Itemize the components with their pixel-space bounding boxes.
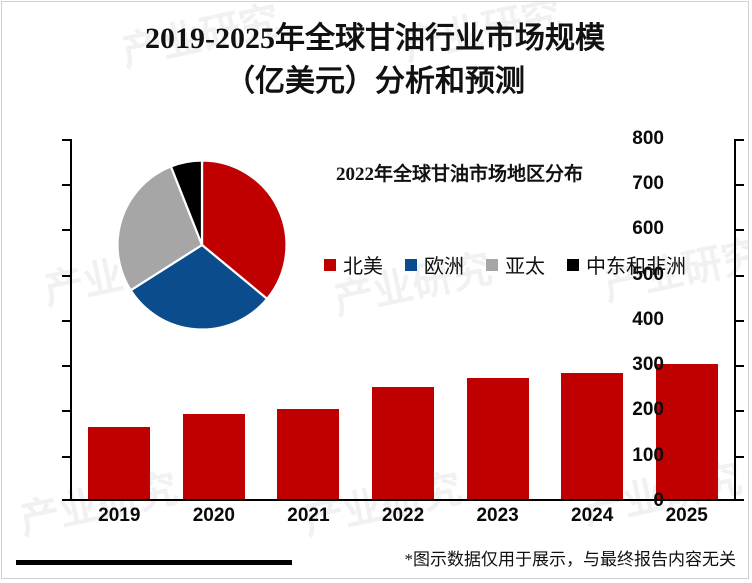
bar-slot — [545, 139, 640, 499]
y-axis-tick-right — [736, 365, 744, 367]
legend-label: 中东和非洲 — [586, 256, 686, 278]
pie-slice[interactable] — [129, 243, 269, 331]
bar-2021[interactable] — [277, 409, 340, 499]
bar-2019[interactable] — [88, 427, 151, 499]
legend-label: 欧洲 — [424, 256, 464, 278]
y-axis-tick-right — [736, 320, 744, 322]
y-axis-line-right — [734, 139, 736, 501]
y-axis-tick-label: 400 — [632, 309, 664, 330]
bar-2024[interactable] — [561, 373, 624, 499]
y-axis-tick — [62, 229, 70, 231]
bar-slot — [639, 139, 734, 499]
y-axis-tick-right — [736, 499, 744, 501]
x-axis-labels: 2019 2020 2021 2022 2023 2024 2025 — [72, 505, 734, 527]
legend-item-asia-pacific[interactable]: 亚太 — [486, 250, 545, 279]
y-axis-tick-label: 0 — [653, 490, 664, 511]
pie-chart-title: 2022年全球甘油市场地区分布 — [336, 164, 584, 185]
pie-chart-legend: 北美 欧洲 亚太 中东和非洲 — [324, 250, 686, 279]
bar-2020[interactable] — [182, 413, 245, 499]
legend-item-middle-east-africa[interactable]: 中东和非洲 — [567, 250, 686, 279]
y-axis-tick-label: 600 — [632, 218, 664, 239]
chart-title: 2019-2025年全球甘油行业市场规模 （亿美元）分析和预测 — [2, 18, 748, 103]
y-axis-tick-label: 100 — [632, 445, 664, 466]
x-axis-tick-label: 2022 — [381, 505, 425, 526]
y-axis-tick-label: 200 — [632, 399, 664, 420]
legend-label: 亚太 — [505, 256, 545, 278]
y-axis-tick-label: 700 — [632, 173, 664, 194]
y-axis-tick-right — [736, 184, 744, 186]
chart-title-line-1: 2019-2025年全球甘油行业市场规模 — [145, 22, 605, 55]
x-axis-line — [70, 499, 736, 501]
y-axis-tick-label: 300 — [632, 354, 664, 375]
legend-item-north-america[interactable]: 北美 — [324, 250, 383, 279]
bar-2025[interactable] — [655, 364, 718, 499]
x-axis-tick-label: 2020 — [192, 505, 235, 526]
y-axis-tick-right — [736, 229, 744, 231]
y-axis-tick — [62, 275, 70, 277]
y-axis-tick — [62, 320, 70, 322]
y-axis-tick-label: 800 — [632, 128, 664, 149]
x-axis-tick-label: 2021 — [287, 505, 330, 526]
y-axis-tick-right — [736, 139, 744, 141]
chart-title-line-2: （亿美元）分析和预测 — [225, 64, 525, 98]
bar-slot — [356, 139, 451, 499]
bar-2022[interactable] — [372, 386, 435, 499]
footnote-text: *图示数据仅用于展示，与最终报告内容无关 — [404, 550, 737, 569]
legend-swatch-icon — [486, 258, 498, 271]
bar-slot — [72, 139, 167, 499]
y-axis-tick-right — [736, 275, 744, 277]
bar-series — [72, 139, 734, 499]
legend-label: 北美 — [343, 256, 383, 278]
pie-slice[interactable] — [169, 159, 204, 246]
bar-slot — [261, 139, 356, 499]
legend-swatch-icon — [405, 258, 417, 271]
y-axis-tick — [62, 365, 70, 367]
pie-chart — [114, 150, 290, 340]
bar-slot — [450, 139, 545, 499]
pie-chart-svg — [116, 159, 288, 331]
y-axis-tick — [62, 456, 70, 458]
x-axis-tick-label: 2025 — [665, 505, 708, 526]
pie-slice[interactable] — [200, 159, 288, 301]
plot-area — [62, 139, 744, 501]
footer-divider — [16, 560, 292, 565]
y-axis-tick-right — [736, 410, 744, 412]
y-axis-tick — [62, 139, 70, 141]
x-axis-tick-label: 2019 — [98, 505, 141, 526]
y-axis-tick — [62, 410, 70, 412]
y-axis-tick — [62, 499, 70, 501]
legend-item-europe[interactable]: 欧洲 — [405, 250, 464, 279]
bar-slot — [167, 139, 262, 499]
bar-2023[interactable] — [466, 377, 529, 499]
x-axis-tick-label: 2024 — [571, 505, 614, 526]
y-axis-tick — [62, 184, 70, 186]
y-axis-tick-label: 500 — [632, 264, 664, 285]
legend-swatch-icon — [567, 258, 579, 271]
legend-swatch-icon — [324, 258, 336, 271]
y-axis-tick-right — [736, 456, 744, 458]
x-axis-tick-label: 2023 — [476, 505, 519, 526]
y-axis-line-left — [70, 139, 72, 501]
pie-slice[interactable] — [116, 165, 204, 292]
